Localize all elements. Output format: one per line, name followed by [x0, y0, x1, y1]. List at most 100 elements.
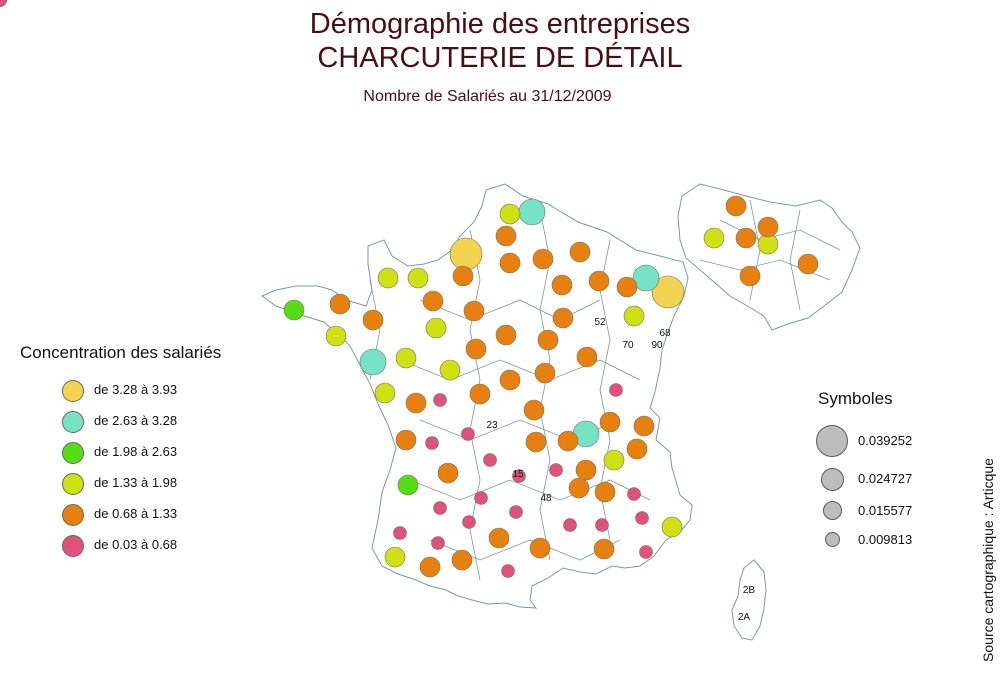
- symbol-circle: [825, 532, 840, 547]
- department-label: 2B: [743, 585, 756, 596]
- department-marker: [501, 564, 515, 578]
- department-marker: [465, 338, 487, 360]
- map-title-line1: Démographie des entreprises: [309, 8, 691, 40]
- map-title-line2: CHARCUTERIE DE DÉTAIL: [317, 42, 683, 74]
- department-label: 52: [594, 317, 606, 328]
- department-marker: [525, 431, 547, 453]
- legend-label: de 2.63 à 3.28: [94, 413, 178, 428]
- legend-swatch-2: [62, 411, 84, 433]
- department-marker: [569, 241, 591, 263]
- department-marker: [449, 237, 483, 271]
- region-outline: [677, 183, 861, 331]
- legend-title: Concentration des salariés: [20, 343, 222, 362]
- department-marker: [452, 265, 474, 287]
- department-marker: [757, 216, 779, 238]
- department-marker: [437, 462, 459, 484]
- department-marker: [529, 537, 551, 559]
- department-marker: [575, 459, 597, 481]
- department-marker: [552, 307, 574, 329]
- department-marker: [283, 299, 305, 321]
- department-marker: [632, 264, 660, 292]
- department-marker: [488, 527, 510, 549]
- department-marker: [359, 348, 387, 376]
- department-label: 15: [512, 469, 524, 480]
- department-marker: [512, 469, 526, 483]
- department-marker: [433, 393, 447, 407]
- symbol-row: 0.024727: [812, 464, 952, 498]
- department-marker: [661, 516, 683, 538]
- department-marker: [797, 253, 819, 275]
- department-marker: [362, 309, 384, 331]
- department-marker: [325, 325, 347, 347]
- symbol-row: 0.039252: [812, 425, 952, 459]
- symbol-circle: [821, 468, 844, 491]
- department-marker: [395, 347, 417, 369]
- department-marker: [499, 252, 521, 274]
- department-marker: [532, 248, 554, 270]
- department-border: [409, 479, 651, 501]
- legend-swatch-6: [62, 535, 84, 557]
- department-marker: [419, 556, 441, 578]
- department-marker: [593, 538, 615, 560]
- legend-label: de 1.98 à 2.63: [94, 444, 178, 459]
- legend-swatch-4: [62, 473, 84, 495]
- department-marker: [651, 275, 685, 309]
- department-marker: [633, 415, 655, 437]
- department-marker: [518, 198, 546, 226]
- department-marker: [599, 411, 621, 433]
- department-marker: [374, 382, 396, 404]
- department-marker: [451, 549, 473, 571]
- legend-swatch-1: [62, 380, 84, 402]
- department-marker: [405, 392, 427, 414]
- symbol-label: 0.009813: [858, 532, 913, 547]
- department-border: [419, 299, 601, 321]
- legend-swatch-5: [62, 504, 84, 526]
- department-label: 48: [540, 493, 552, 504]
- symbols-title: Symboles: [818, 389, 893, 408]
- department-marker: [463, 300, 485, 322]
- legend-label: de 1.33 à 1.98: [94, 475, 178, 490]
- department-label: 68: [659, 328, 671, 339]
- map-subtitle: Nombre de Salariés au 31/12/2009: [363, 88, 612, 105]
- department-marker: [557, 430, 579, 452]
- department-marker: [537, 329, 559, 351]
- symbol-row: 0.015577: [812, 496, 952, 530]
- department-marker: [563, 518, 577, 532]
- department-marker: [377, 267, 399, 289]
- department-marker: [735, 227, 757, 249]
- department-marker: [425, 317, 447, 339]
- legend-swatch-3: [62, 442, 84, 464]
- department-marker: [495, 324, 517, 346]
- department-marker: [616, 276, 638, 298]
- department-marker: [576, 346, 598, 368]
- department-label: 90: [651, 340, 663, 351]
- department-marker: [407, 267, 429, 289]
- department-marker: [461, 427, 475, 441]
- department-label: 70: [622, 340, 634, 351]
- department-marker: [626, 438, 648, 460]
- department-marker: [639, 545, 653, 559]
- department-marker: [551, 274, 573, 296]
- department-marker: [703, 227, 725, 249]
- region-outline: [731, 559, 767, 641]
- department-marker: [549, 463, 563, 477]
- department-marker: [523, 399, 545, 421]
- department-marker: [635, 511, 649, 525]
- department-marker: [422, 290, 444, 312]
- department-markers: [0, 0, 819, 578]
- legend-label: de 3.28 à 3.93: [94, 382, 178, 397]
- department-marker: [627, 487, 641, 501]
- department-border: [789, 209, 801, 311]
- department-marker: [509, 505, 523, 519]
- department-label: 2A: [738, 612, 751, 623]
- department-marker: [462, 515, 476, 529]
- department-border: [539, 209, 551, 561]
- department-marker: [534, 362, 556, 384]
- department-marker: [594, 481, 616, 503]
- department-marker: [395, 429, 417, 451]
- department-marker: [588, 270, 610, 292]
- department-marker: [397, 474, 419, 496]
- department-marker: [329, 293, 351, 315]
